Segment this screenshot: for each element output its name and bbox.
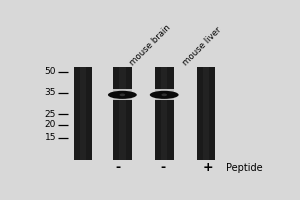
Text: 35: 35 <box>45 88 56 97</box>
Bar <box>161 67 167 160</box>
Bar <box>113 89 132 100</box>
Text: Peptide: Peptide <box>226 163 263 173</box>
Text: 15: 15 <box>45 133 56 142</box>
Ellipse shape <box>161 93 167 96</box>
Ellipse shape <box>150 91 178 99</box>
Text: mouse brain: mouse brain <box>128 23 172 67</box>
Ellipse shape <box>108 91 137 99</box>
Bar <box>155 67 173 160</box>
Bar <box>113 67 132 160</box>
Text: -: - <box>115 161 120 174</box>
Text: 50: 50 <box>45 67 56 76</box>
Text: 20: 20 <box>45 120 56 129</box>
Bar <box>80 67 86 160</box>
Bar <box>74 67 92 160</box>
Text: -: - <box>160 161 166 174</box>
Text: mouse liver: mouse liver <box>181 25 223 67</box>
Bar <box>119 67 126 160</box>
Bar <box>155 89 173 100</box>
Bar <box>197 67 215 160</box>
Bar <box>203 67 209 160</box>
Text: 25: 25 <box>45 110 56 119</box>
Ellipse shape <box>120 93 125 96</box>
Text: +: + <box>203 161 214 174</box>
